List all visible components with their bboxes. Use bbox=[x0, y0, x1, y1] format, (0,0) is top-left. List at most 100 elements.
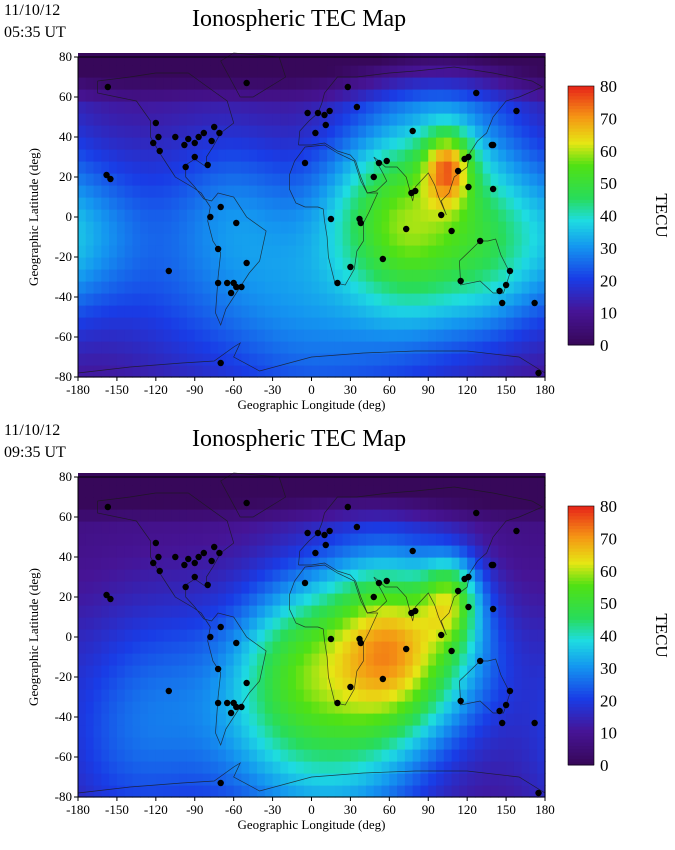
tec-cell bbox=[451, 149, 460, 162]
station-marker bbox=[216, 129, 223, 137]
colorbar-segment bbox=[568, 322, 594, 327]
tec-cell bbox=[210, 365, 219, 378]
tec-cell bbox=[249, 125, 258, 138]
tec-cell bbox=[194, 149, 204, 162]
colorbar-segment bbox=[568, 196, 594, 200]
tec-cell bbox=[474, 785, 484, 798]
tec-cell bbox=[288, 509, 297, 522]
tec-cell bbox=[85, 509, 95, 522]
tec-cell bbox=[358, 773, 367, 786]
tec-cell bbox=[412, 137, 422, 150]
tec-cell bbox=[116, 197, 126, 210]
tec-cell bbox=[241, 233, 250, 246]
tec-cell bbox=[498, 197, 507, 210]
tec-cell bbox=[272, 221, 281, 234]
colorbar-segment bbox=[568, 713, 594, 717]
tec-cell bbox=[109, 545, 118, 558]
tec-cell bbox=[272, 689, 281, 702]
tec-cell bbox=[233, 665, 243, 678]
tec-cell bbox=[451, 557, 460, 570]
station-marker bbox=[204, 161, 211, 169]
tec-cell bbox=[140, 761, 149, 774]
tec-cell bbox=[210, 581, 219, 594]
tec-cell bbox=[498, 485, 507, 498]
tec-cell bbox=[303, 353, 313, 366]
tec-cell bbox=[334, 209, 344, 222]
tec-cell bbox=[358, 125, 367, 138]
tec-cell bbox=[155, 617, 165, 630]
tec-cell bbox=[101, 569, 110, 582]
colorbar-segment bbox=[568, 758, 594, 763]
colorbar-segment bbox=[568, 583, 594, 588]
tec-cell bbox=[537, 269, 546, 282]
tec-cell bbox=[280, 185, 289, 198]
colorbar-segment bbox=[568, 544, 594, 549]
tec-cell bbox=[319, 725, 328, 738]
tec-cell bbox=[116, 497, 126, 510]
tec-cell bbox=[365, 605, 375, 618]
tec-cell bbox=[241, 725, 250, 738]
tec-cell bbox=[272, 293, 281, 306]
tec-cell bbox=[295, 149, 305, 162]
tec-cell bbox=[140, 497, 149, 510]
tec-cell bbox=[225, 569, 235, 582]
tec-cell bbox=[334, 341, 344, 354]
tec-cell bbox=[272, 305, 281, 318]
colorbar-segment bbox=[568, 654, 594, 659]
date-label: 11/10/12 bbox=[4, 422, 61, 439]
station-marker bbox=[513, 527, 520, 535]
tec-cell bbox=[459, 689, 468, 702]
tec-cell bbox=[436, 149, 445, 162]
tec-cell bbox=[288, 533, 297, 546]
tec-cell bbox=[358, 725, 367, 738]
tec-cell bbox=[124, 245, 134, 258]
tec-cell bbox=[482, 365, 492, 378]
tec-cell bbox=[459, 569, 468, 582]
tec-cell bbox=[257, 581, 266, 594]
tec-cell bbox=[334, 89, 344, 102]
tec-cell bbox=[428, 497, 437, 510]
tec-cell bbox=[358, 209, 367, 222]
tec-cell bbox=[521, 509, 531, 522]
tec-cell bbox=[257, 689, 266, 702]
tec-cell bbox=[327, 113, 336, 126]
colorbar-segment bbox=[568, 163, 594, 168]
tec-cell bbox=[171, 497, 180, 510]
tec-cell bbox=[474, 773, 484, 786]
tec-cell bbox=[109, 497, 118, 510]
tec-cell bbox=[288, 233, 297, 246]
tec-cell bbox=[218, 509, 227, 522]
tec-cell bbox=[179, 221, 188, 234]
tec-cell bbox=[124, 485, 134, 498]
tec-cell bbox=[443, 521, 453, 534]
tec-cell bbox=[78, 737, 87, 750]
colorbar-segment bbox=[568, 137, 594, 142]
station-marker bbox=[448, 647, 455, 655]
colorbar-segment bbox=[568, 89, 594, 93]
tec-cell bbox=[389, 761, 398, 774]
tec-cell bbox=[506, 509, 515, 522]
tec-cell bbox=[537, 689, 546, 702]
tec-cell bbox=[241, 365, 250, 378]
tec-cell bbox=[319, 365, 328, 378]
tec-cell bbox=[85, 713, 95, 726]
y-tick-label: -60 bbox=[55, 329, 72, 344]
tec-cell bbox=[233, 161, 243, 174]
tec-cell bbox=[124, 353, 134, 366]
tec-cell bbox=[109, 581, 118, 594]
tec-cell bbox=[327, 581, 336, 594]
tec-cell bbox=[202, 197, 211, 210]
tec-cell bbox=[350, 785, 359, 798]
tec-cell bbox=[241, 353, 250, 366]
tec-cell bbox=[303, 269, 313, 282]
tec-cell bbox=[171, 173, 180, 186]
tec-cell bbox=[140, 197, 149, 210]
tec-cell bbox=[521, 317, 531, 330]
tec-cell bbox=[474, 497, 484, 510]
colorbar-segment bbox=[568, 748, 594, 753]
tec-cell bbox=[78, 665, 87, 678]
tec-cell bbox=[467, 329, 476, 342]
tec-cell bbox=[482, 785, 492, 798]
tec-cell bbox=[85, 125, 95, 138]
tec-cell bbox=[490, 473, 499, 486]
